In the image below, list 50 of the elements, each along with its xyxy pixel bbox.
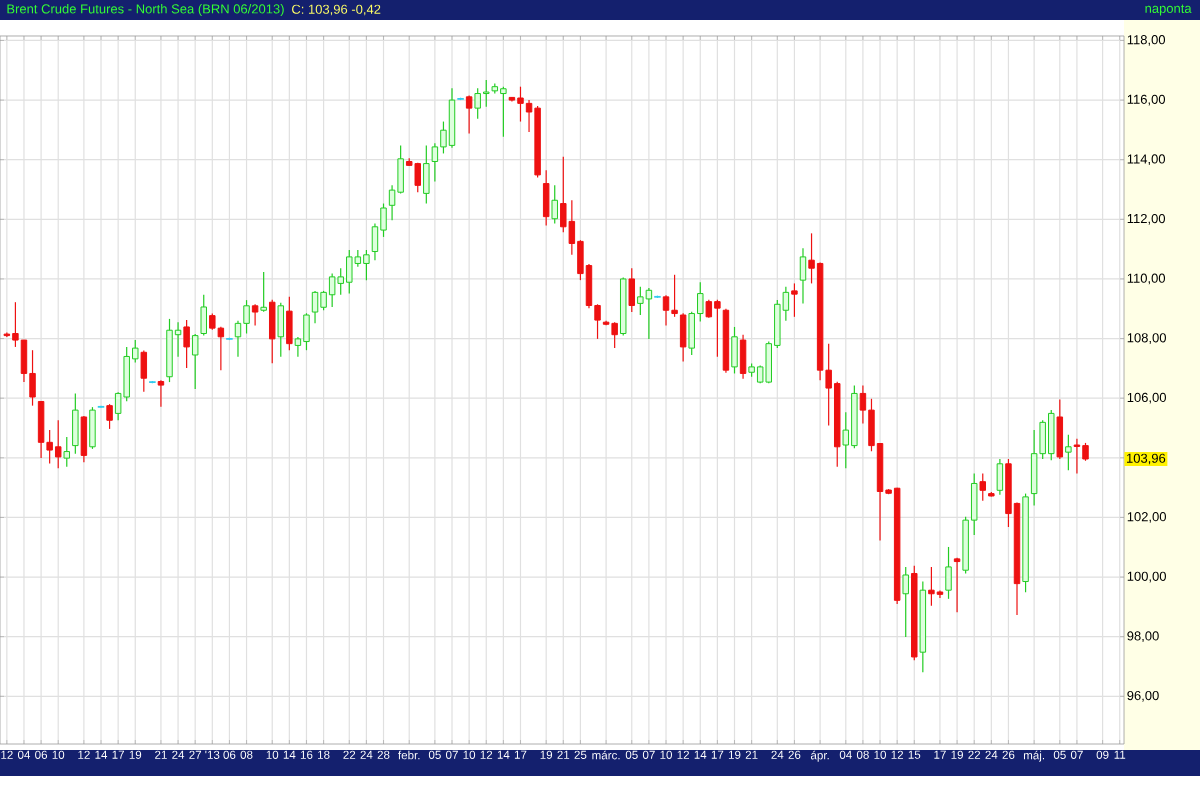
candlestick (979, 473, 986, 502)
candlestick (63, 436, 71, 468)
candlestick (953, 557, 961, 613)
candlestick (799, 247, 807, 304)
candlestick (945, 546, 952, 600)
candlestick (542, 169, 550, 227)
candlestick (448, 87, 456, 149)
candlestick (517, 86, 524, 123)
candlestick (140, 349, 148, 393)
candlestick (268, 299, 276, 364)
candlestick (260, 271, 267, 313)
candlestick (996, 458, 1004, 496)
candlestick (637, 286, 644, 316)
candlestick (1056, 398, 1064, 460)
candlestick (731, 326, 738, 375)
candlestick (311, 290, 319, 324)
candlestick (662, 294, 670, 327)
candlestick (928, 566, 935, 607)
candlestick (628, 267, 636, 313)
candlestick (551, 184, 558, 225)
candlestick (303, 312, 310, 351)
candlestick (200, 294, 207, 337)
candlestick (611, 321, 618, 349)
candlestick (183, 319, 190, 369)
candlestick (277, 302, 285, 358)
candlestick (902, 566, 909, 638)
candlestick (679, 312, 687, 363)
candlestick (286, 296, 293, 351)
candlestick (243, 299, 250, 335)
candlestick (37, 400, 45, 459)
candlestick (251, 303, 259, 327)
candlestick (89, 406, 96, 450)
candlestick (157, 379, 165, 408)
candlestick (671, 274, 678, 318)
candlestick (1030, 429, 1038, 507)
candlestick (739, 334, 747, 380)
candlestick (106, 403, 113, 430)
candlestick (328, 272, 336, 308)
candlestick (80, 415, 88, 463)
candlestick (423, 144, 430, 205)
candlestick (1073, 438, 1081, 475)
candlestick (465, 95, 473, 135)
candlestick (414, 162, 421, 193)
candlestick (791, 282, 798, 318)
candlestick (1065, 434, 1072, 471)
candlestick (166, 318, 173, 383)
candlestick (645, 287, 653, 340)
candlestick (72, 392, 79, 455)
candlestick (54, 419, 62, 469)
candlestick (191, 333, 199, 390)
